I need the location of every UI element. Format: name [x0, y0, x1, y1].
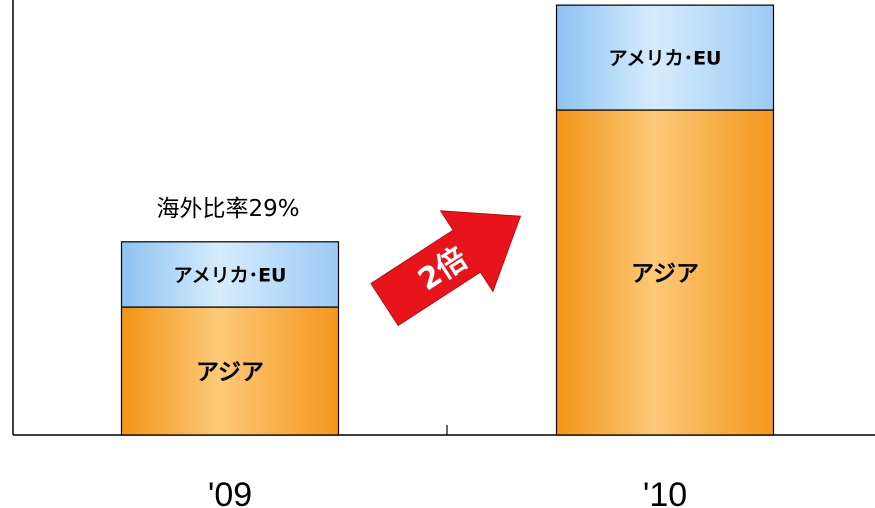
bar-segment-america-eu-0: [120, 241, 340, 308]
bar-segment-asia-label-0: アジア: [196, 359, 264, 385]
bar-annotation-0: 海外比率29%: [156, 196, 299, 222]
bar-segment-asia-1: [555, 109, 775, 436]
bar-segment-america-eu-label-0: アメリカ･EU: [174, 264, 287, 286]
bar-segment-asia-label-1: アジア: [631, 261, 699, 287]
bar-segment-america-eu-label-1: アメリカ･EU: [609, 47, 722, 69]
growth-arrow: 2倍: [370, 210, 522, 327]
arrow-shape: [370, 210, 522, 327]
bar-segment-asia-0: [120, 306, 340, 436]
x-tick-label-0: '09: [208, 476, 252, 508]
x-tick-label-1: '10: [643, 476, 687, 508]
bar-segment-america-eu-1: [555, 4, 775, 111]
